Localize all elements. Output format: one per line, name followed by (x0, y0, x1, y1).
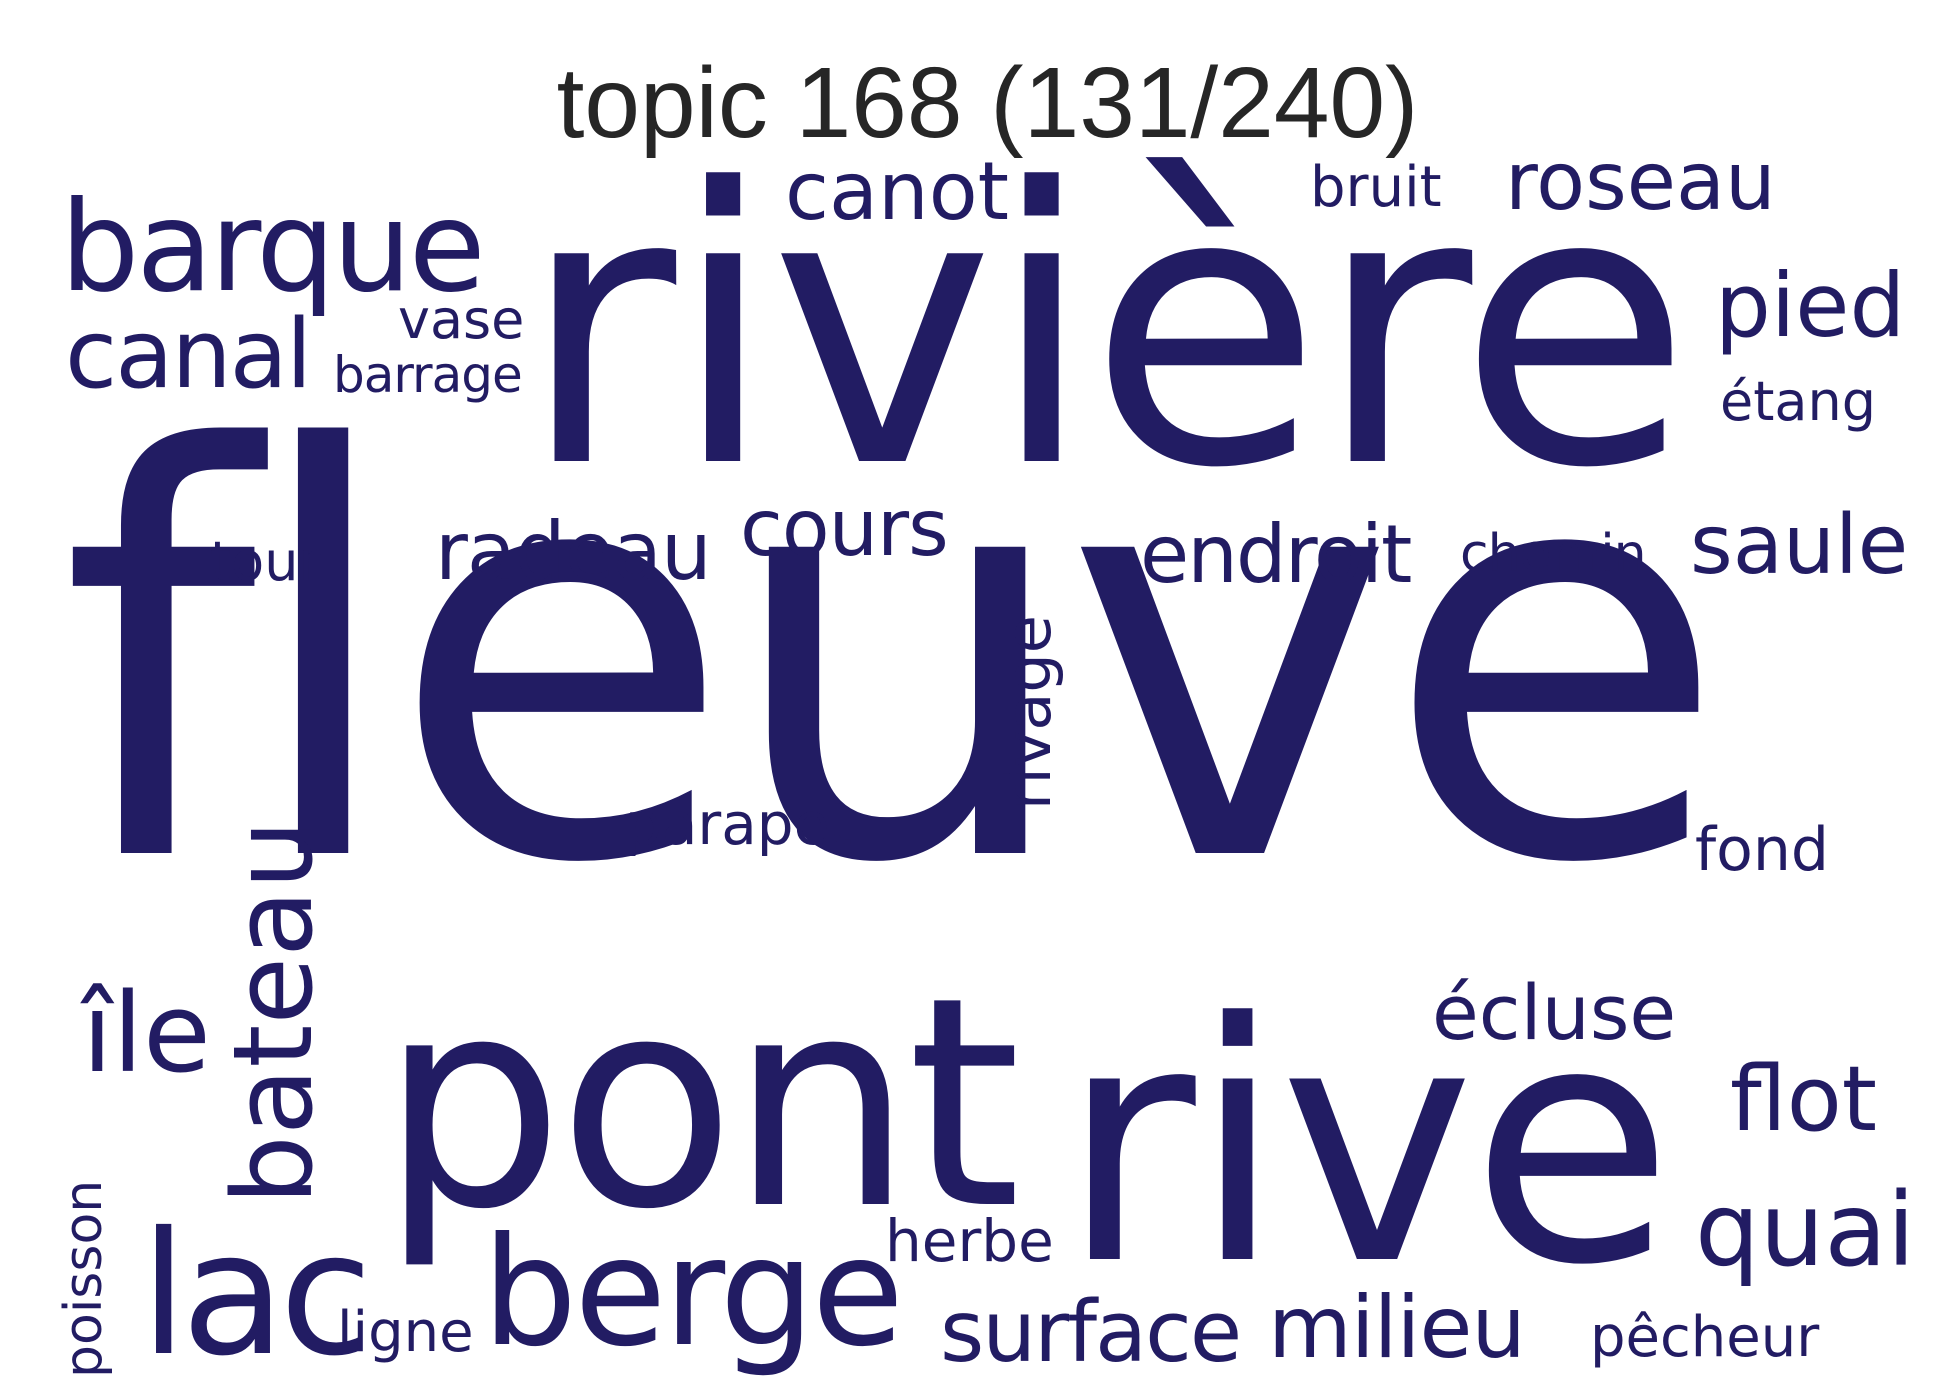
word-saule: saule (1690, 498, 1909, 593)
word-pecheur: pêcheur (1590, 1305, 1820, 1370)
word-etang: étang (1720, 370, 1876, 433)
word-ecluse: écluse (1432, 968, 1677, 1057)
word-lac: lac (140, 1196, 373, 1394)
word-rivage: rivage (992, 615, 1065, 810)
word-surface: surface (940, 1283, 1242, 1382)
word-ile: île (82, 969, 211, 1097)
word-canal: canal (65, 300, 312, 410)
word-barque: barque (60, 175, 486, 320)
word-pont: pont (380, 936, 1021, 1273)
word-poisson: poisson (54, 1179, 114, 1378)
word-herbe: herbe (885, 1207, 1054, 1275)
word-bateau: bateau (209, 819, 337, 1205)
word-barrage: barrage (333, 346, 523, 404)
word-tour: tour (210, 530, 321, 593)
word-roseau: roseau (1505, 135, 1776, 228)
word-flot: flot (1730, 1047, 1878, 1152)
word-rive: rive (1060, 953, 1674, 1337)
word-cours: cours (740, 484, 949, 574)
word-pied: pied (1715, 254, 1906, 357)
word-ligne: ligne (337, 1300, 474, 1365)
chart-title: topic 168 (131/240) (556, 47, 1419, 159)
word-bruit: bruit (1310, 155, 1442, 220)
word-parapet: parapet (625, 790, 852, 858)
word-riviere: rivière (520, 108, 1692, 551)
word-berge: berge (482, 1206, 904, 1380)
word-vase: vase (398, 288, 525, 351)
word-radeau: radeau (435, 505, 712, 598)
word-chemin: chemin (1460, 524, 1647, 584)
word-endroit: endroit (1140, 508, 1412, 601)
word-milieu: milieu (1268, 1278, 1526, 1378)
word-fleuve: fleuve (60, 334, 1728, 986)
word-fond: fond (1695, 815, 1829, 885)
word-quai: quai (1695, 1171, 1916, 1290)
word-canot: canot (785, 145, 1010, 238)
